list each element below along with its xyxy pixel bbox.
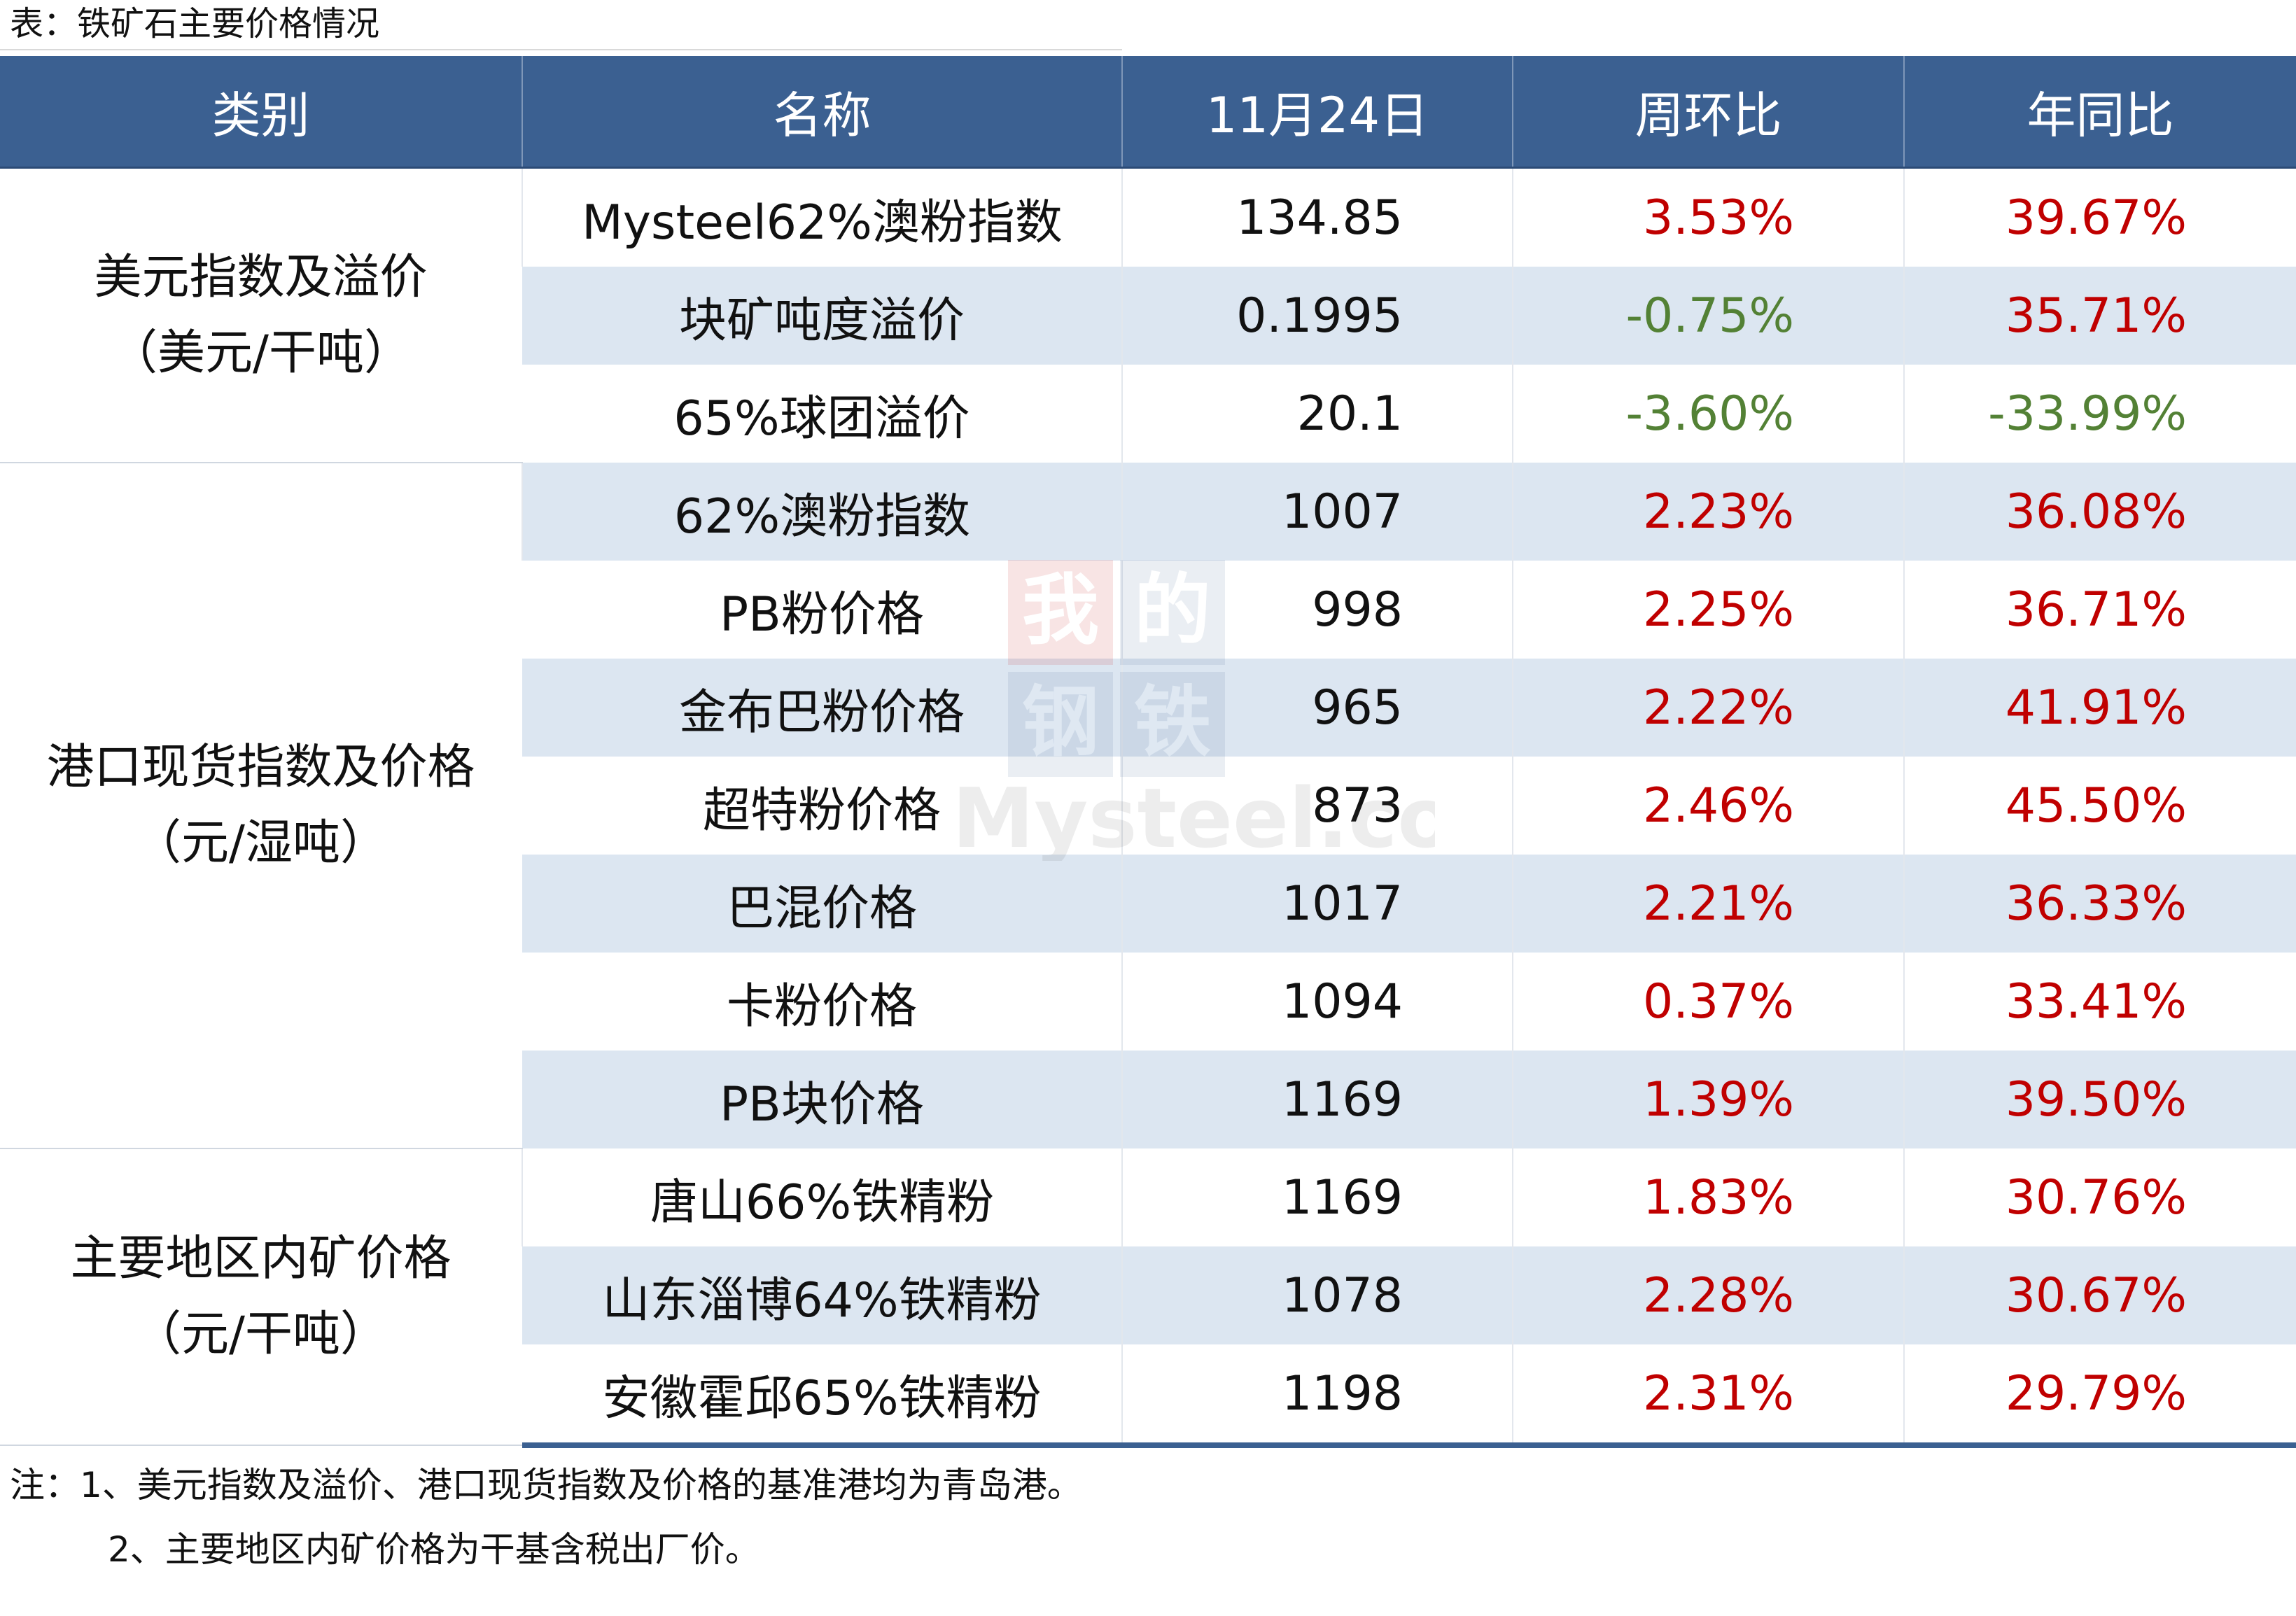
- wow-cell: 2.25%: [1512, 561, 1904, 659]
- table-row: 65%球团溢价 20.1 -3.60% -33.99%: [0, 365, 2296, 463]
- value-cell: 1094: [1121, 953, 1513, 1051]
- name-cell: 巴混价格: [522, 855, 1122, 953]
- wow-cell: 0.37%: [1512, 953, 1904, 1051]
- table-row: 山东淄博64%铁精粉 1078 2.28% 30.67%: [0, 1246, 2296, 1344]
- category-label: 主要地区内矿价格: [70, 1231, 451, 1286]
- value-cell: 20.1: [1121, 365, 1513, 463]
- wow-cell: -3.60%: [1512, 365, 1904, 463]
- value-cell: 1169: [1121, 1051, 1513, 1148]
- header-yoy: 年同比: [1903, 56, 2296, 168]
- table-notes: 注：1、美元指数及溢价、港口现货指数及价格的基准港均为青岛港。 2、主要地区内矿…: [10, 1453, 1082, 1582]
- value-cell: 1007: [1121, 463, 1513, 561]
- yoy-cell: 36.08%: [1903, 463, 2296, 561]
- value-cell: 965: [1121, 659, 1513, 757]
- name-cell: PB块价格: [522, 1051, 1122, 1148]
- yoy-cell: -33.99%: [1903, 365, 2296, 463]
- name-cell: Mysteel62%澳粉指数: [522, 167, 1122, 267]
- header-date: 11月24日: [1121, 56, 1513, 168]
- yoy-cell: 29.79%: [1903, 1344, 2296, 1448]
- category-cell: 港口现货指数及价格 （元/湿吨）: [0, 463, 522, 1149]
- value-cell: 1169: [1121, 1148, 1513, 1246]
- table-row: 块矿吨度溢价 0.1995 -0.75% 35.71%: [0, 267, 2296, 365]
- table-row: PB粉价格 998 2.25% 36.71%: [0, 561, 2296, 659]
- wow-cell: 2.23%: [1512, 463, 1904, 561]
- table-row: 金布巴粉价格 965 2.22% 41.91%: [0, 659, 2296, 757]
- wow-cell: 3.53%: [1512, 167, 1904, 267]
- header-row: 类别 名称 11月24日 周环比 年同比: [0, 56, 2296, 168]
- category-label: 美元指数及溢价: [94, 249, 428, 305]
- table-row: 美元指数及溢价 （美元/干吨） Mysteel62%澳粉指数 134.85 3.53% 3…: [0, 167, 2296, 463]
- category-cell: 主要地区内矿价格 （元/干吨）: [0, 1148, 522, 1446]
- name-cell: 65%球团溢价: [673, 391, 970, 447]
- yoy-cell: 39.50%: [1903, 1051, 2296, 1148]
- value-cell: 1198: [1121, 1344, 1513, 1448]
- wow-cell: 1.83%: [1512, 1148, 1904, 1246]
- yoy-cell: 36.71%: [1903, 561, 2296, 659]
- yoy-cell: 36.33%: [1903, 855, 2296, 953]
- yoy-cell: 30.67%: [1903, 1246, 2296, 1344]
- header-wow: 周环比: [1512, 56, 1904, 168]
- wow-cell: 2.31%: [1512, 1344, 1904, 1448]
- caption-divider: [0, 49, 1122, 50]
- category-label: 港口现货指数及价格: [46, 740, 475, 795]
- yoy-cell: 30.76%: [1903, 1148, 2296, 1246]
- wow-cell: 2.28%: [1512, 1246, 1904, 1344]
- value-cell: 873: [1121, 757, 1513, 855]
- wow-cell: 2.22%: [1512, 659, 1904, 757]
- header-category: 类别: [0, 56, 522, 168]
- table-row: 卡粉价格 1094 0.37% 33.41%: [0, 953, 2296, 1051]
- note-1: 注：1、美元指数及溢价、港口现货指数及价格的基准港均为青岛港。: [10, 1465, 1082, 1505]
- name-cell: 62%澳粉指数: [522, 463, 1122, 561]
- yoy-cell: 39.67%: [1903, 167, 2296, 267]
- table-row: 巴混价格 1017 2.21% 36.33%: [0, 855, 2296, 953]
- yoy-cell: 33.41%: [1903, 953, 2296, 1051]
- name-cell: 卡粉价格: [726, 978, 917, 1034]
- name-cell: 安徽霍邱65%铁精粉: [522, 1344, 1122, 1448]
- category-unit: （元/干吨）: [134, 1307, 388, 1362]
- header-name: 名称: [522, 56, 1122, 168]
- value-cell: 1078: [1121, 1246, 1513, 1344]
- table-caption: 表：铁矿石主要价格情况: [10, 4, 380, 43]
- name-cell: 超特粉价格: [702, 782, 941, 838]
- table-row: 安徽霍邱65%铁精粉 1198 2.31% 29.79%: [0, 1344, 2296, 1448]
- table-row: 超特粉价格 873 2.46% 45.50%: [0, 757, 2296, 855]
- wow-cell: 1.39%: [1512, 1051, 1904, 1148]
- value-cell: 1017: [1121, 855, 1513, 953]
- name-cell: PB粉价格: [720, 586, 924, 642]
- wow-cell: 2.21%: [1512, 855, 1904, 953]
- iron-ore-price-table: 类别 名称 11月24日 周环比 年同比 美元指数及溢价 （美元/干吨） Myste…: [0, 56, 2296, 1448]
- table-row: 主要地区内矿价格 （元/干吨） 唐山66%铁精粉 1169 1.83% 30.76%: [0, 1148, 2296, 1446]
- table-body: 美元指数及溢价 （美元/干吨） Mysteel62%澳粉指数 134.85 3.53% 3…: [0, 167, 2296, 1448]
- table-row: 港口现货指数及价格 （元/湿吨） 62%澳粉指数 1007 2.23% 36.08%: [0, 463, 2296, 1149]
- category-unit: （元/湿吨）: [134, 815, 388, 871]
- name-cell: 唐山66%铁精粉: [522, 1148, 1122, 1246]
- table-row: PB块价格 1169 1.39% 39.50%: [0, 1051, 2296, 1148]
- category-unit: （美元/干吨）: [110, 325, 412, 381]
- yoy-cell: 41.91%: [1903, 659, 2296, 757]
- value-cell: 0.1995: [1121, 267, 1513, 365]
- wow-cell: 2.46%: [1512, 757, 1904, 855]
- name-cell: 金布巴粉价格: [522, 659, 1122, 757]
- wow-cell: -0.75%: [1512, 267, 1904, 365]
- yoy-cell: 45.50%: [1903, 757, 2296, 855]
- value-cell: 134.85: [1121, 167, 1513, 267]
- name-cell: 山东淄博64%铁精粉: [522, 1246, 1122, 1344]
- category-cell: 美元指数及溢价 （美元/干吨）: [0, 167, 522, 463]
- value-cell: 998: [1121, 561, 1513, 659]
- note-2: 2、主要地区内矿价格为干基含税出厂价。: [108, 1529, 760, 1570]
- name-cell: 块矿吨度溢价: [522, 267, 1122, 365]
- yoy-cell: 35.71%: [1903, 267, 2296, 365]
